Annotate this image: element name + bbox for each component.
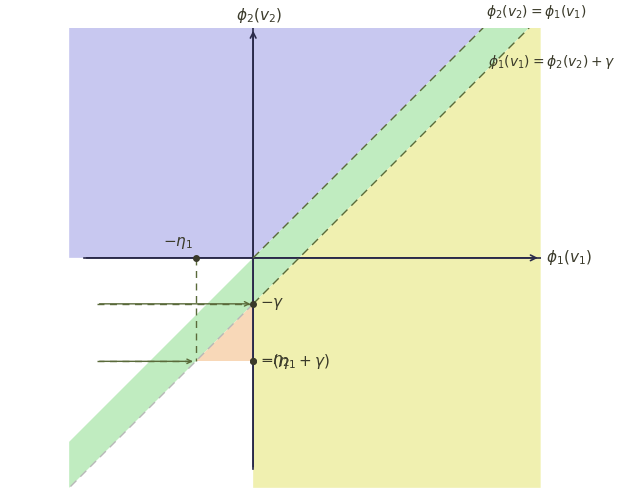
Text: $\phi_1(v_1) = \phi_2(v_2) + \gamma$: $\phi_1(v_1) = \phi_2(v_2) + \gamma$	[488, 53, 615, 71]
Polygon shape	[253, 28, 541, 488]
Text: $\phi_2(v_2)$: $\phi_2(v_2)$	[236, 6, 282, 25]
Text: $-\eta_1$: $-\eta_1$	[163, 235, 193, 251]
Polygon shape	[196, 304, 253, 361]
Text: $\phi_1(v_1)$: $\phi_1(v_1)$	[547, 248, 593, 267]
Text: $\phi_2(v_2) = \phi_1(v_1)$: $\phi_2(v_2) = \phi_1(v_1)$	[486, 3, 586, 21]
Polygon shape	[69, 28, 483, 258]
Text: $-(\eta_1 + \gamma)$: $-(\eta_1 + \gamma)$	[260, 352, 330, 371]
Text: $-\eta_2$: $-\eta_2$	[260, 353, 290, 369]
Text: $-\gamma$: $-\gamma$	[260, 296, 285, 312]
Polygon shape	[69, 28, 529, 488]
